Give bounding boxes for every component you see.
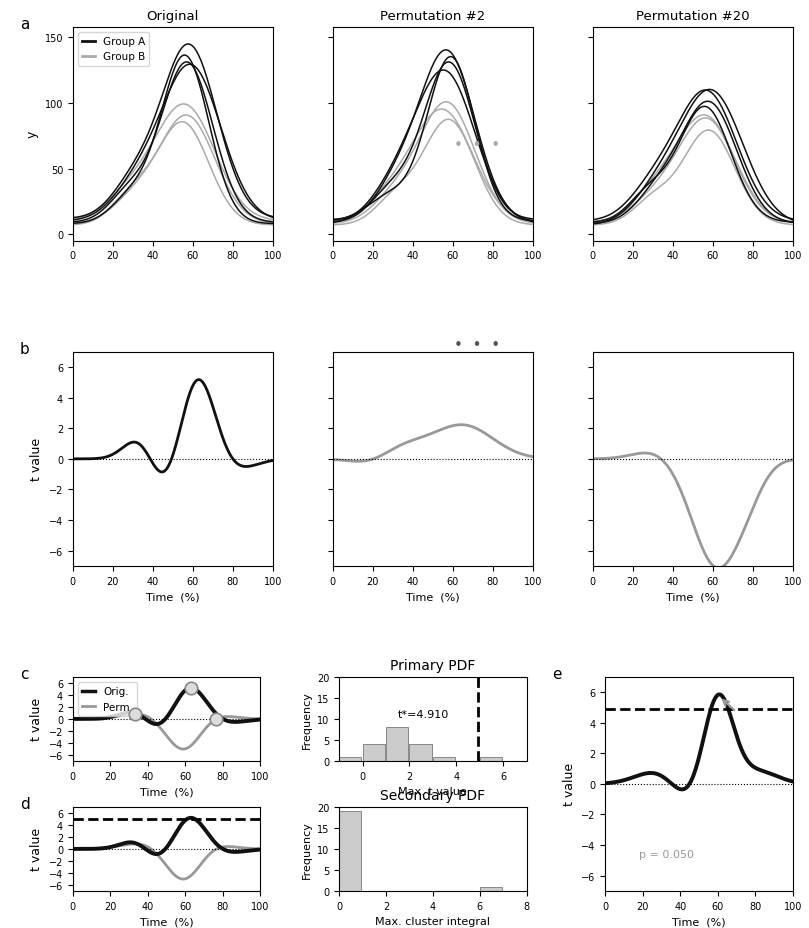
Text: a: a: [20, 17, 29, 32]
Y-axis label: Frequency: Frequency: [302, 690, 311, 748]
Title: Original: Original: [146, 9, 199, 22]
X-axis label: Time  (%): Time (%): [140, 786, 193, 796]
Text: c: c: [20, 666, 28, 681]
Title: Primary PDF: Primary PDF: [390, 658, 476, 672]
X-axis label: Time  (%): Time (%): [672, 916, 726, 926]
Bar: [339, 811, 362, 891]
Bar: [480, 886, 502, 891]
X-axis label: Max. t value: Max. t value: [399, 786, 467, 796]
Text: t*=4.910: t*=4.910: [398, 709, 449, 719]
Text: •  •  •: • • •: [454, 338, 501, 353]
Bar: [480, 757, 502, 761]
Bar: [386, 728, 409, 761]
Legend: Group A, Group B: Group A, Group B: [78, 33, 150, 67]
Y-axis label: t value: t value: [563, 763, 576, 806]
Legend: Orig., Perm.: Orig., Perm.: [78, 682, 138, 716]
Bar: [433, 757, 455, 761]
Y-axis label: y: y: [26, 131, 39, 138]
Y-axis label: t value: t value: [30, 698, 43, 741]
Text: d: d: [20, 796, 30, 811]
Title: Permutation #2: Permutation #2: [380, 9, 485, 22]
Bar: [362, 744, 385, 761]
Bar: [339, 757, 362, 761]
Title: Secondary PDF: Secondary PDF: [380, 788, 485, 802]
Y-axis label: t value: t value: [30, 828, 43, 870]
X-axis label: Max. cluster integral: Max. cluster integral: [375, 916, 490, 926]
X-axis label: Time  (%): Time (%): [140, 916, 193, 926]
Y-axis label: t value: t value: [30, 438, 43, 481]
X-axis label: Time  (%): Time (%): [666, 591, 720, 601]
X-axis label: Time  (%): Time (%): [146, 591, 200, 601]
Text: •  •  •: • • •: [454, 138, 501, 153]
X-axis label: Time  (%): Time (%): [406, 591, 460, 601]
Text: e: e: [553, 666, 562, 681]
Y-axis label: Frequency: Frequency: [302, 820, 311, 878]
Bar: [409, 744, 432, 761]
Text: b: b: [20, 342, 30, 356]
Title: Permutation #20: Permutation #20: [636, 9, 750, 22]
Text: p = 0.050: p = 0.050: [639, 849, 694, 859]
